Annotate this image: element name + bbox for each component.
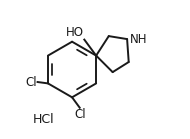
Text: Cl: Cl: [74, 108, 86, 121]
Text: HO: HO: [66, 26, 84, 39]
Text: Cl: Cl: [25, 75, 37, 89]
Text: HCl: HCl: [32, 113, 54, 126]
Text: NH: NH: [130, 33, 147, 46]
